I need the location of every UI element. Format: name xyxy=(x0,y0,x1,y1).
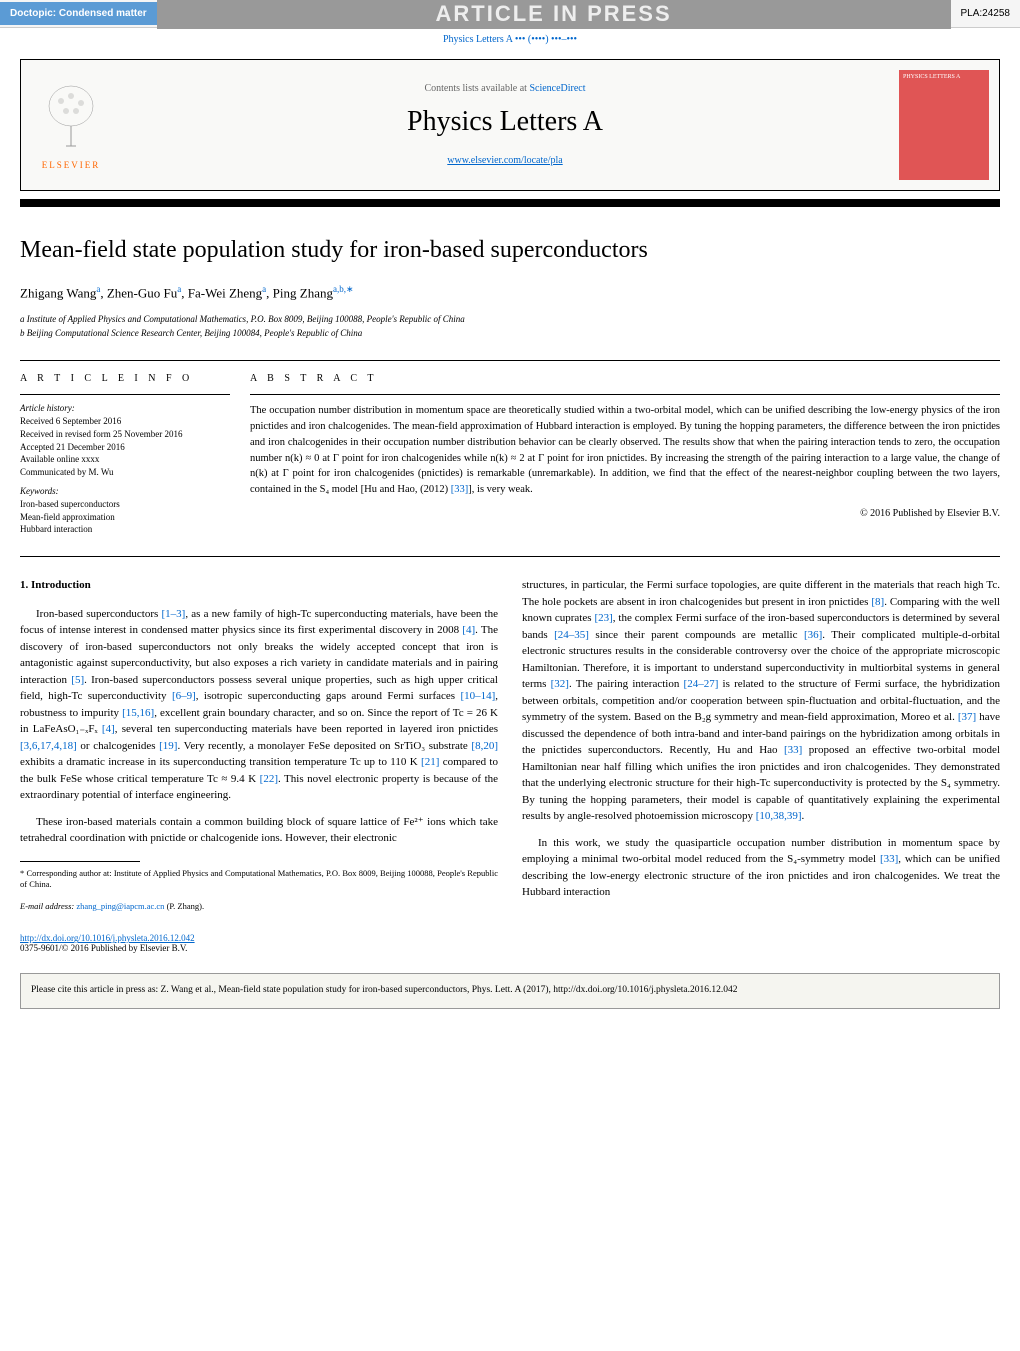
abstract-heading: A B S T R A C T xyxy=(250,373,1000,384)
communicated-by: Communicated by M. Wu xyxy=(20,466,230,479)
c2p1j: . xyxy=(802,810,805,822)
abstract-column: A B S T R A C T The occupation number di… xyxy=(250,373,1000,536)
author-4-sup: a,b,∗ xyxy=(333,284,354,294)
body-column-left: 1. Introduction Iron-based superconducto… xyxy=(20,577,498,923)
c2p1d: since their parent compounds are metalli… xyxy=(589,629,804,641)
footnote-divider xyxy=(20,861,140,862)
black-divider xyxy=(20,199,1000,207)
c2p1f: . The pairing interaction xyxy=(569,678,684,690)
ref-3-18[interactable]: [3,6,17,4,18] xyxy=(20,740,77,752)
ref-8-20[interactable]: [8,20] xyxy=(471,740,498,752)
affiliations: a Institute of Applied Physics and Compu… xyxy=(20,313,1000,340)
body-divider xyxy=(20,556,1000,557)
col2-paragraph-1: structures, in particular, the Fermi sur… xyxy=(522,577,1000,825)
ref-19[interactable]: [19] xyxy=(159,740,177,752)
p1j: . Very recently, a monolayer FeSe deposi… xyxy=(177,740,471,752)
article-title: Mean-field state population study for ir… xyxy=(20,237,1000,264)
history-title: Article history: xyxy=(20,403,230,413)
col2-paragraph-2: In this work, we study the quasiparticle… xyxy=(522,835,1000,901)
journal-header-box: ELSEVIER Contents lists available at Sci… xyxy=(20,59,1000,191)
ref-4[interactable]: [4] xyxy=(462,624,475,636)
p1i: or chalcogenides xyxy=(77,740,159,752)
journal-url-link[interactable]: www.elsevier.com/locate/pla xyxy=(447,155,562,166)
author-1: Zhigang Wang xyxy=(20,285,96,300)
email-link[interactable]: zhang_ping@iapcm.ac.cn xyxy=(76,901,164,911)
top-bar: Doctopic: Condensed matter ARTICLE IN PR… xyxy=(0,0,1020,28)
keyword-1: Iron-based superconductors xyxy=(20,498,230,511)
doctopic-label: Doctopic: Condensed matter xyxy=(0,2,157,25)
ref-10-14[interactable]: [10–14] xyxy=(460,690,495,702)
ref-33b[interactable]: [33] xyxy=(880,853,898,865)
elsevier-text: ELSEVIER xyxy=(31,160,111,170)
abstract-ref[interactable]: [33] xyxy=(451,484,469,495)
keywords-title: Keywords: xyxy=(20,486,230,496)
journal-title: Physics Letters A xyxy=(131,106,879,138)
keyword-2: Mean-field approximation xyxy=(20,511,230,524)
journal-reference: Physics Letters A ••• (••••) •••–••• xyxy=(0,28,1020,51)
intro-paragraph-2: These iron-based materials contain a com… xyxy=(20,814,498,847)
article-info-heading: A R T I C L E I N F O xyxy=(20,373,230,384)
email-footnote: E-mail address: zhang_ping@iapcm.ac.cn (… xyxy=(20,901,498,913)
ref-36[interactable]: [36] xyxy=(804,629,822,641)
affiliation-b: b Beijing Computational Science Research… xyxy=(20,327,1000,341)
elsevier-logo: ELSEVIER xyxy=(21,71,121,180)
abstract-end: ], is very weak. xyxy=(468,484,532,495)
intro-paragraph-1: Iron-based superconductors [1–3], as a n… xyxy=(20,606,498,804)
sciencedirect-link[interactable]: ScienceDirect xyxy=(529,83,585,94)
contents-line: Contents lists available at ScienceDirec… xyxy=(131,83,879,94)
abstract-copyright: © 2016 Published by Elsevier B.V. xyxy=(250,508,1000,519)
info-abstract-row: A R T I C L E I N F O Article history: R… xyxy=(20,360,1000,536)
online-date: Available online xxxx xyxy=(20,453,230,466)
body-column-right: structures, in particular, the Fermi sur… xyxy=(522,577,1000,923)
author-3: , Fa-Wei Zheng xyxy=(181,285,262,300)
p1a: Iron-based superconductors xyxy=(36,608,161,620)
p1h: , several ten superconducting materials … xyxy=(115,723,498,735)
section-1-heading: 1. Introduction xyxy=(20,577,498,594)
cover-label: PHYSICS LETTERS A xyxy=(899,70,989,84)
ref-4b[interactable]: [4] xyxy=(102,723,115,735)
citation-box: Please cite this article in press as: Z.… xyxy=(20,973,1000,1008)
p1e: , isotropic superconducting gaps around … xyxy=(196,690,461,702)
author-list: Zhigang Wanga, Zhen-Guo Fua, Fa-Wei Zhen… xyxy=(20,284,1000,301)
affiliation-a: a Institute of Applied Physics and Compu… xyxy=(20,313,1000,327)
body-columns: 1. Introduction Iron-based superconducto… xyxy=(20,577,1000,923)
ref-22[interactable]: [22] xyxy=(260,773,278,785)
pla-code: PLA:24258 xyxy=(951,8,1020,19)
contents-prefix: Contents lists available at xyxy=(424,83,529,94)
ref-10-38-39[interactable]: [10,38,39] xyxy=(756,810,802,822)
email-label: E-mail address: xyxy=(20,901,76,911)
p1k: exhibits a dramatic increase in its supe… xyxy=(20,756,421,768)
ref-24-27[interactable]: [24–27] xyxy=(684,678,719,690)
elsevier-tree-icon xyxy=(41,81,101,151)
article-in-press-header: ARTICLE IN PRESS xyxy=(157,0,951,29)
author-2: , Zhen-Guo Fu xyxy=(100,285,177,300)
abstract-text: The occupation number distribution in mo… xyxy=(250,403,1000,498)
ref-32[interactable]: [32] xyxy=(551,678,569,690)
received-date: Received 6 September 2016 xyxy=(20,415,230,428)
abstract-body: The occupation number distribution in mo… xyxy=(250,405,1000,495)
ref-1-3[interactable]: [1–3] xyxy=(161,608,185,620)
ref-8b[interactable]: [8] xyxy=(871,596,884,608)
ref-15-16[interactable]: [15,16] xyxy=(122,707,154,719)
ref-23[interactable]: [23] xyxy=(594,612,612,624)
revised-date: Received in revised form 25 November 201… xyxy=(20,428,230,441)
header-center: Contents lists available at ScienceDirec… xyxy=(121,73,889,178)
email-suffix: (P. Zhang). xyxy=(164,901,204,911)
ref-5[interactable]: [5] xyxy=(71,674,84,686)
keyword-3: Hubbard interaction xyxy=(20,523,230,536)
accepted-date: Accepted 21 December 2016 xyxy=(20,441,230,454)
ref-24-35[interactable]: [24–35] xyxy=(554,629,589,641)
corresponding-author-footnote: * Corresponding author at: Institute of … xyxy=(20,868,498,892)
ref-33[interactable]: [33] xyxy=(784,744,802,756)
ref-21[interactable]: [21] xyxy=(421,756,439,768)
doi-block: http://dx.doi.org/10.1016/j.physleta.201… xyxy=(20,933,1000,953)
journal-cover-thumbnail: PHYSICS LETTERS A xyxy=(899,70,989,180)
article-info-column: A R T I C L E I N F O Article history: R… xyxy=(20,373,250,536)
ref-6-9[interactable]: [6–9] xyxy=(172,690,196,702)
author-4: , Ping Zhang xyxy=(266,285,333,300)
ref-37[interactable]: [37] xyxy=(958,711,976,723)
doi-link[interactable]: http://dx.doi.org/10.1016/j.physleta.201… xyxy=(20,933,195,943)
issn-copyright: 0375-9601/© 2016 Published by Elsevier B… xyxy=(20,943,187,953)
